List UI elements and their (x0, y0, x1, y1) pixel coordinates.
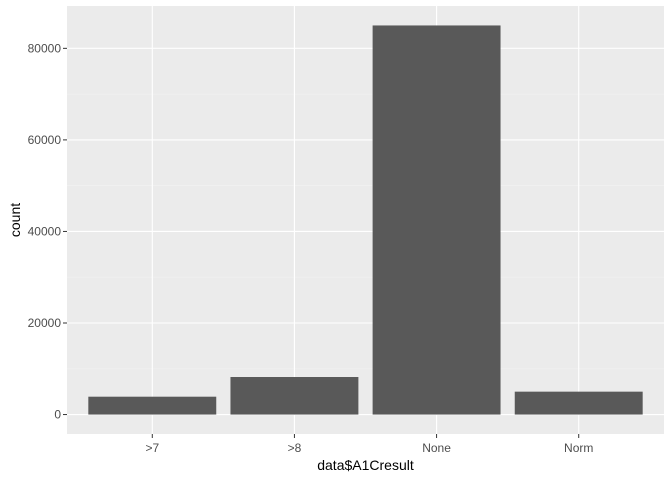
y-tick-label: 20000 (28, 316, 62, 330)
y-tick-label: 80000 (28, 41, 62, 55)
x-tick-label: >7 (145, 441, 159, 455)
y-axis: 0 20000 40000 60000 80000 (28, 41, 67, 422)
y-tick-label: 40000 (28, 224, 62, 238)
bar (230, 377, 359, 415)
x-tick-label: >8 (288, 441, 302, 455)
y-tick-label: 0 (54, 408, 61, 422)
bar (88, 396, 217, 415)
x-axis: >7 >8 None Norm (145, 434, 593, 455)
y-tick-label: 60000 (28, 133, 62, 147)
bar (372, 25, 501, 415)
y-axis-title: count (7, 203, 23, 237)
x-tick-label: Norm (564, 441, 593, 455)
bar (514, 391, 643, 415)
bars (88, 25, 643, 415)
x-axis-title: data$A1Cresult (317, 457, 414, 473)
minor-gridlines (67, 93, 664, 370)
x-tick-label: None (422, 441, 451, 455)
plot-panel (67, 6, 664, 434)
